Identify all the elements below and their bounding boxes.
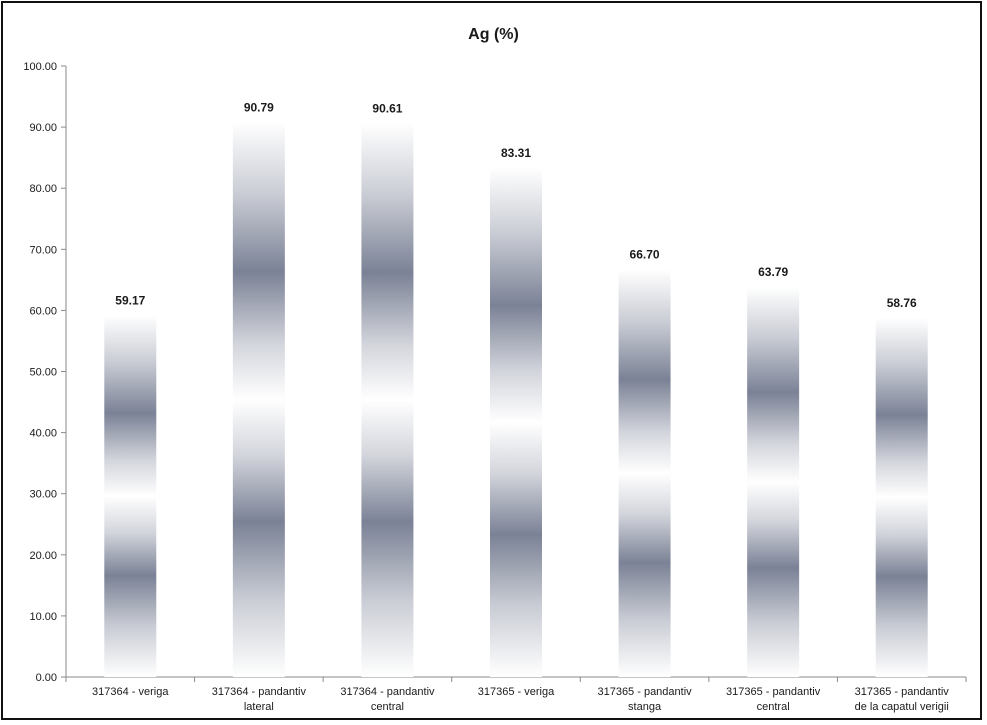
x-axis: 317364 - veriga 317364 - pandantiv lateral… (65, 676, 967, 713)
chart-title: Ag (%) (468, 26, 519, 43)
data-label: 66.70 (630, 247, 660, 261)
x-tick-label: 317365 - pandantiv (726, 686, 821, 698)
bar (747, 287, 800, 677)
x-tick-label: stanga (628, 701, 662, 713)
bar (875, 317, 928, 677)
x-tick-label: 317365 - veriga (478, 686, 555, 698)
y-tick-label: 10.00 (29, 611, 57, 623)
x-tick-label: 317364 - veriga (92, 686, 169, 698)
y-tick-label: 90.00 (29, 122, 57, 134)
data-label: 59.17 (115, 293, 145, 307)
y-axis: 0.00 10.00 20.00 30.00 40.00 50.00 60.00 70.00 8… (23, 61, 67, 684)
x-tick-label: 317364 - pandantiv (340, 686, 435, 698)
bar (104, 315, 157, 677)
y-tick-label: 70.00 (29, 244, 57, 256)
data-labels: 59.17 90.79 90.61 83.31 66.70 63.79 58.76 (115, 100, 917, 310)
bar (361, 123, 414, 677)
x-tick-label: central (757, 701, 790, 713)
x-tick-label: lateral (244, 701, 274, 713)
data-label: 90.61 (372, 101, 402, 115)
data-label: 58.76 (887, 296, 917, 310)
y-tick-label: 40.00 (29, 428, 57, 440)
y-tick-label: 50.00 (29, 367, 57, 379)
y-tick-label: 80.00 (29, 183, 57, 195)
y-tick-label: 0.00 (36, 672, 57, 684)
bar (232, 122, 285, 678)
x-tick-label: de la capatul verigii (855, 701, 949, 713)
data-label: 83.31 (501, 146, 531, 160)
bar (490, 167, 542, 678)
x-tick-label: 317364 - pandantiv (212, 686, 307, 698)
bars (104, 122, 928, 678)
x-tick-label: 317365 - pandantiv (855, 686, 950, 698)
x-tick-label: central (371, 701, 404, 713)
y-tick-label: 100.00 (23, 61, 57, 73)
x-tick-label: 317365 - pandantiv (597, 686, 692, 698)
y-tick-label: 30.00 (29, 489, 57, 501)
y-tick-label: 20.00 (29, 550, 57, 562)
data-label: 63.79 (758, 265, 788, 279)
bar (618, 269, 671, 677)
y-tick-label: 60.00 (29, 305, 57, 317)
data-label: 90.79 (244, 100, 274, 114)
